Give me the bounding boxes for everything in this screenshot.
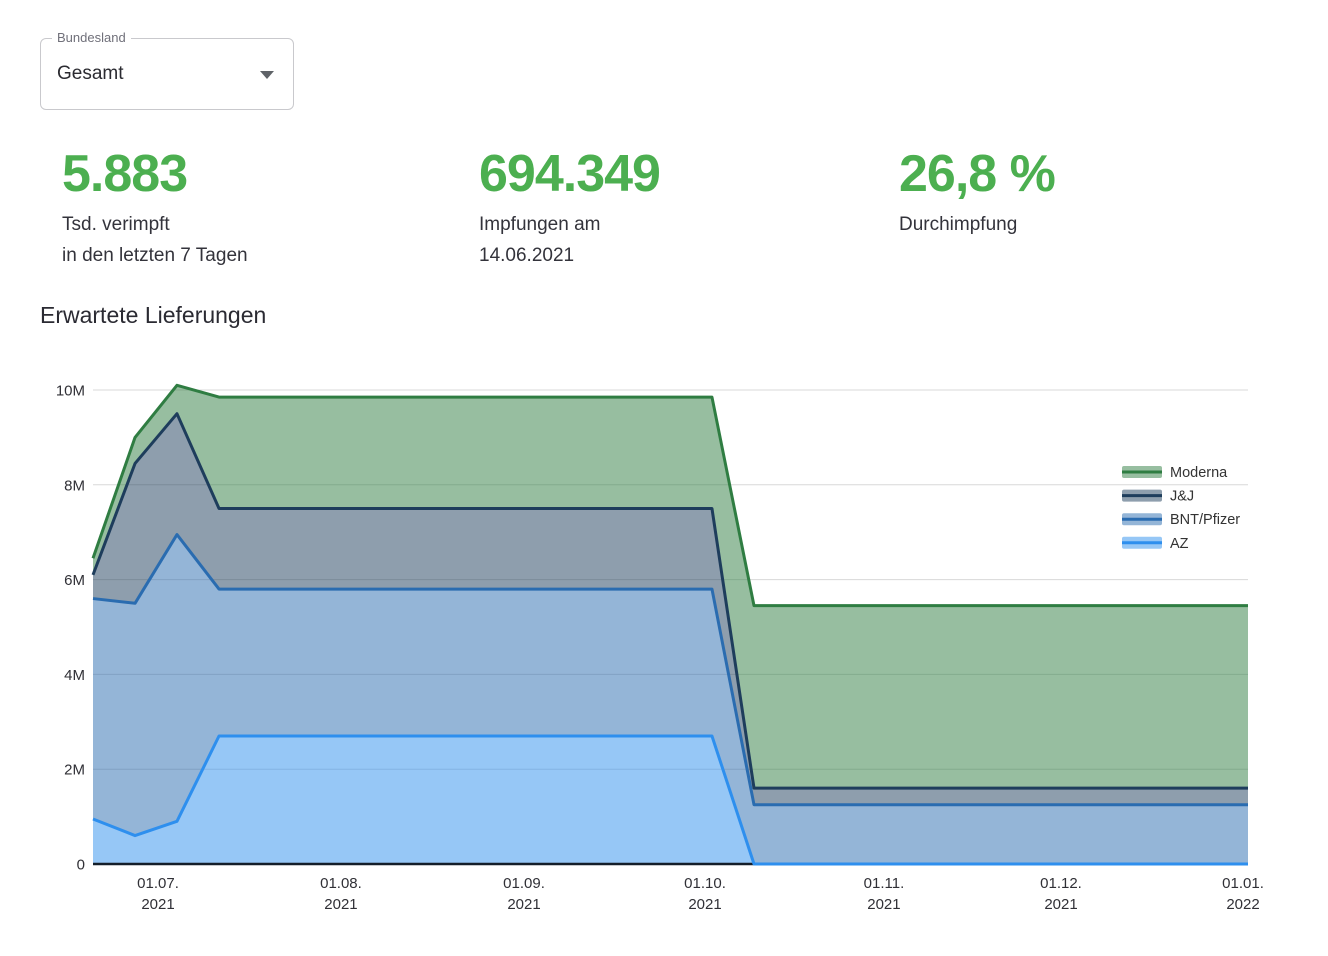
kpi-caption-line2: 14.06.2021 — [479, 245, 575, 266]
x-tick-label: 2021 — [141, 896, 174, 913]
y-tick-label: 0 — [77, 857, 85, 874]
bundesland-select[interactable]: Bundesland Gesamt — [40, 30, 294, 110]
kpi-vaccination-rate: 26,8 % Durchimpfung — [899, 145, 1056, 240]
x-tick-label: 2022 — [1226, 896, 1259, 913]
y-tick-label: 8M — [64, 477, 85, 494]
y-tick-label: 10M — [56, 383, 85, 400]
kpi-vaccinations-on-date: 694.349 Impfungen am 14.06.2021 — [479, 145, 661, 271]
legend-item-bnt-pfizer[interactable]: BNT/Pfizer — [1122, 512, 1240, 528]
kpi-caption-line2: in den letzten 7 Tagen — [62, 245, 248, 266]
bundesland-select-label: Bundesland — [52, 30, 131, 45]
legend-item-j-j[interactable]: J&J — [1122, 489, 1194, 505]
x-tick-label: 2021 — [688, 896, 721, 913]
y-tick-label: 6M — [64, 572, 85, 589]
bundesland-select-value: Gesamt — [57, 63, 124, 84]
area-bnt-pfizer[interactable] — [93, 534, 1248, 864]
y-tick-label: 4M — [64, 667, 85, 684]
x-tick-label: 2021 — [507, 896, 540, 913]
x-tick-label: 01.08. — [320, 875, 362, 892]
legend-label-bnt-pfizer: BNT/Pfizer — [1170, 512, 1240, 528]
line-moderna — [91, 383, 1248, 608]
legend-item-az[interactable]: AZ — [1122, 536, 1189, 552]
kpi-vaccinated-7days: 5.883 Tsd. verimpft in den letzten 7 Tag… — [62, 148, 248, 271]
kpi-value: 26,8 % — [899, 145, 1056, 203]
legend-label-az: AZ — [1170, 536, 1189, 552]
x-tick-label: 01.01. — [1222, 875, 1264, 892]
x-tick-label: 01.11. — [864, 875, 905, 892]
x-tick-label: 01.12. — [1040, 875, 1082, 892]
legend-item-moderna[interactable]: Moderna — [1122, 465, 1228, 481]
line-j-j — [91, 412, 1248, 790]
x-tick-label: 01.10. — [684, 875, 726, 892]
kpi-caption-line1: Impfungen am — [479, 214, 601, 235]
chart-title: Erwartete Lieferungen — [40, 302, 267, 328]
area-moderna[interactable] — [93, 385, 1248, 789]
x-tick-label: 2021 — [324, 896, 357, 913]
area-az[interactable] — [93, 736, 1248, 864]
area-j-j[interactable] — [93, 413, 1248, 805]
kpi-value: 694.349 — [479, 145, 661, 203]
kpi-caption-line1: Tsd. verimpft — [62, 214, 170, 235]
kpi-caption-line1: Durchimpfung — [899, 214, 1018, 235]
kpi-value: 5.883 — [62, 145, 188, 203]
x-tick-label: 01.09. — [503, 875, 545, 892]
x-tick-label: 2021 — [867, 896, 900, 913]
y-tick-label: 2M — [64, 762, 85, 779]
line-bnt-pfizer — [92, 533, 1248, 807]
legend-label-moderna: Moderna — [1170, 465, 1228, 481]
x-tick-label: 2021 — [1044, 896, 1077, 913]
legend-label-j-j: J&J — [1170, 489, 1194, 505]
x-tick-label: 01.07. — [137, 875, 179, 892]
chevron-down-icon — [260, 71, 274, 79]
line-az — [92, 734, 1248, 866]
